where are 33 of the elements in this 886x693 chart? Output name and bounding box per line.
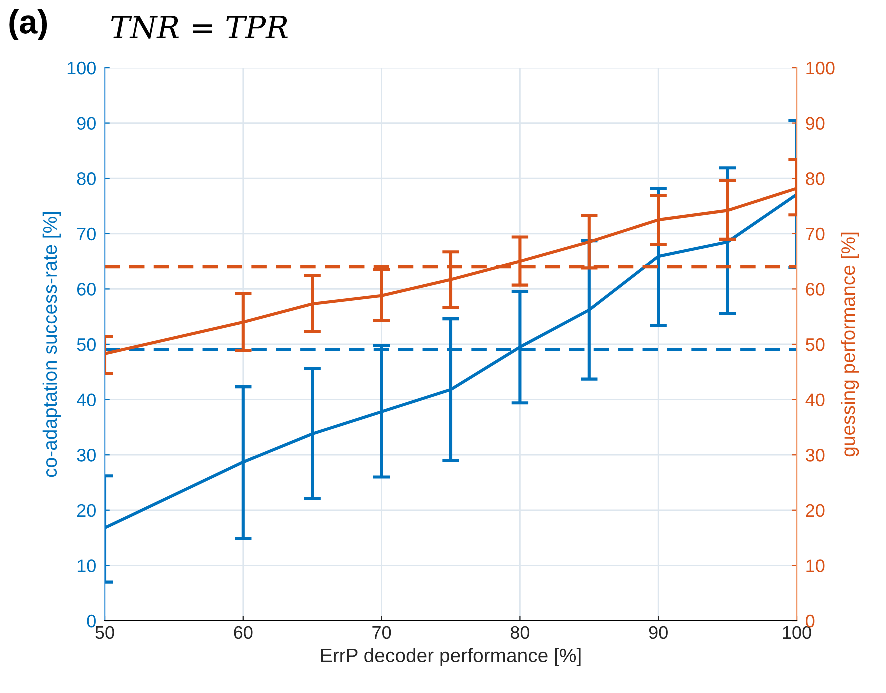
y2-tick-label: 80 bbox=[806, 172, 825, 186]
x-tick-label: 50 bbox=[96, 626, 114, 640]
y-axis-title: co-adaptation success-rate [%] bbox=[42, 212, 61, 478]
y2-tick-label: 10 bbox=[806, 560, 825, 572]
y-tick-label: 20 bbox=[77, 504, 96, 518]
x-tick-label: 100 bbox=[783, 626, 812, 640]
y2-axis-title: guessing performance [%] bbox=[841, 232, 860, 457]
y2-tick-label: 100 bbox=[806, 62, 835, 75]
y2-tick-label: 60 bbox=[806, 283, 825, 296]
y2-tick-label: 90 bbox=[806, 117, 825, 130]
x-axis-title: ErrP decoder performance [%] bbox=[321, 648, 581, 666]
y2-tick-label: 30 bbox=[806, 449, 825, 462]
chart-title: (a) bbox=[10, 9, 48, 41]
x-tick-label: 90 bbox=[649, 626, 668, 640]
y2-tick-label: 40 bbox=[806, 394, 825, 407]
x-tick-label: 70 bbox=[372, 626, 392, 640]
y-tick-label: 50 bbox=[77, 338, 96, 352]
y-tick-label: 10 bbox=[78, 560, 96, 572]
chart-subtitle: TNR = TPR bbox=[111, 16, 288, 39]
x-tick-label: 80 bbox=[510, 626, 530, 640]
y2-tick-label: 20 bbox=[806, 504, 825, 518]
y-tick-label: 30 bbox=[77, 449, 96, 462]
y2-tick-label: 50 bbox=[806, 338, 825, 352]
y-tick-label: 0 bbox=[87, 614, 96, 628]
y-tick-label: 80 bbox=[77, 172, 96, 186]
y-tick-label: 40 bbox=[77, 394, 96, 407]
y2-tick-label: 0 bbox=[806, 614, 815, 628]
y2-tick-label: 70 bbox=[806, 228, 825, 241]
x-tick-label: 60 bbox=[234, 626, 253, 640]
y-tick-label: 60 bbox=[78, 283, 96, 296]
y-tick-label: 100 bbox=[68, 62, 96, 75]
y-tick-label: 70 bbox=[78, 228, 96, 241]
y-tick-label: 90 bbox=[77, 117, 96, 130]
